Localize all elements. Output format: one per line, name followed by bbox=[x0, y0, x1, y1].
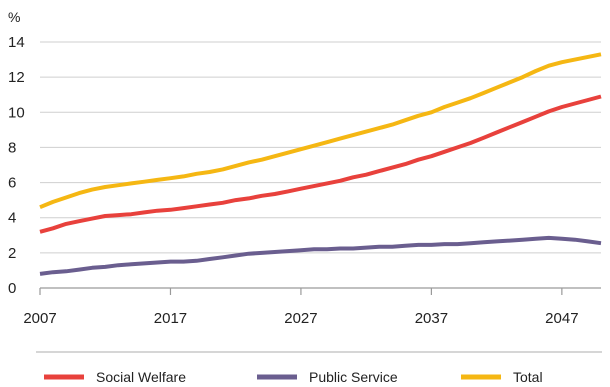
y-tick-label: 0 bbox=[8, 280, 16, 297]
y-tick-label: 4 bbox=[8, 210, 16, 227]
x-axis: 2007 2017 2027 2037 2047 bbox=[23, 288, 579, 327]
series-lines bbox=[39, 52, 602, 276]
y-tick-label: 10 bbox=[8, 104, 25, 121]
y-tick-label: 14 bbox=[8, 34, 25, 51]
legend-label-public-service: Public Service bbox=[309, 369, 398, 385]
x-tick-label: 2017 bbox=[154, 310, 187, 327]
legend-label-total: Total bbox=[513, 369, 543, 385]
series-line-social-welfare bbox=[39, 94, 602, 234]
y-axis-ticks: 0 2 4 6 8 10 12 14 bbox=[8, 34, 25, 297]
y-tick-label: 12 bbox=[8, 69, 25, 86]
x-tick-label: 2037 bbox=[415, 310, 448, 327]
x-tick-label: 2047 bbox=[545, 310, 578, 327]
x-tick-label: 2007 bbox=[23, 310, 56, 327]
y-tick-label: 6 bbox=[8, 175, 16, 192]
legend: Social Welfare Public Service Total bbox=[44, 369, 543, 385]
y-tick-label: 8 bbox=[8, 139, 16, 156]
series-line-total bbox=[39, 52, 602, 210]
y-axis-unit-label: % bbox=[8, 9, 20, 25]
legend-label-social-welfare: Social Welfare bbox=[96, 369, 186, 385]
series-line-public-service bbox=[39, 235, 602, 276]
y-tick-label: 2 bbox=[8, 245, 16, 262]
x-tick-label: 2027 bbox=[284, 310, 317, 327]
